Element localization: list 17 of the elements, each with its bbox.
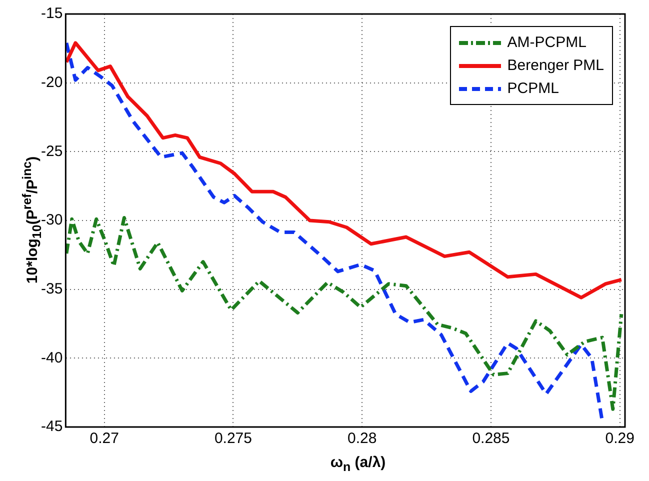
x-tick-label: 0.29 [605,430,634,448]
y-tick-label: -15 [40,5,63,22]
y-tick-label: -35 [40,280,63,298]
x-axis-title: ω$_{n}$ (a/λ) [329,454,387,474]
legend-label: Berenger PML [507,57,604,74]
x-tick-label: 0.27 [90,430,119,448]
legend-label: AM-PCPML [507,34,586,51]
x-tick-label: 0.275 [214,430,252,448]
y-tick-label: -25 [40,142,63,160]
y-tick-label: -45 [40,418,63,436]
y-tick-label: -40 [40,349,63,366]
y-tick-label: -20 [40,74,63,91]
x-tick-label: 0.28 [347,430,377,448]
line-series [66,216,624,411]
y-tick-label: -30 [40,212,63,229]
x-tick-label: 0.285 [472,430,510,448]
legend-label: PCPML [507,80,559,97]
